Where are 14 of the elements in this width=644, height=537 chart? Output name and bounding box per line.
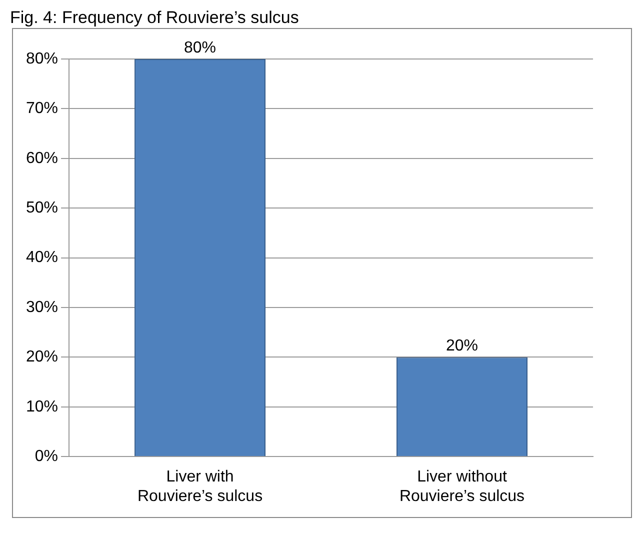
y-tick-label: 80%	[26, 50, 58, 68]
data-label: 20%	[446, 338, 478, 355]
y-tick-label: 60%	[26, 150, 58, 167]
y-tick-label: 70%	[26, 100, 58, 118]
y-tick-label: 10%	[26, 398, 58, 416]
x-tick-label: Liver without Rouviere’s sulcus	[399, 468, 525, 505]
x-tick-label: Liver with Rouviere’s sulcus	[137, 468, 263, 505]
y-tick-label: 0%	[34, 448, 58, 466]
data-label: 80%	[184, 39, 216, 56]
y-tick-label: 50%	[26, 200, 58, 217]
y-tick-label: 20%	[26, 348, 58, 366]
chart-title: Fig. 4: Frequency of Rouviere’s sulcus	[10, 8, 300, 28]
y-tick-label: 40%	[26, 249, 58, 266]
y-tick-label: 30%	[26, 298, 58, 316]
